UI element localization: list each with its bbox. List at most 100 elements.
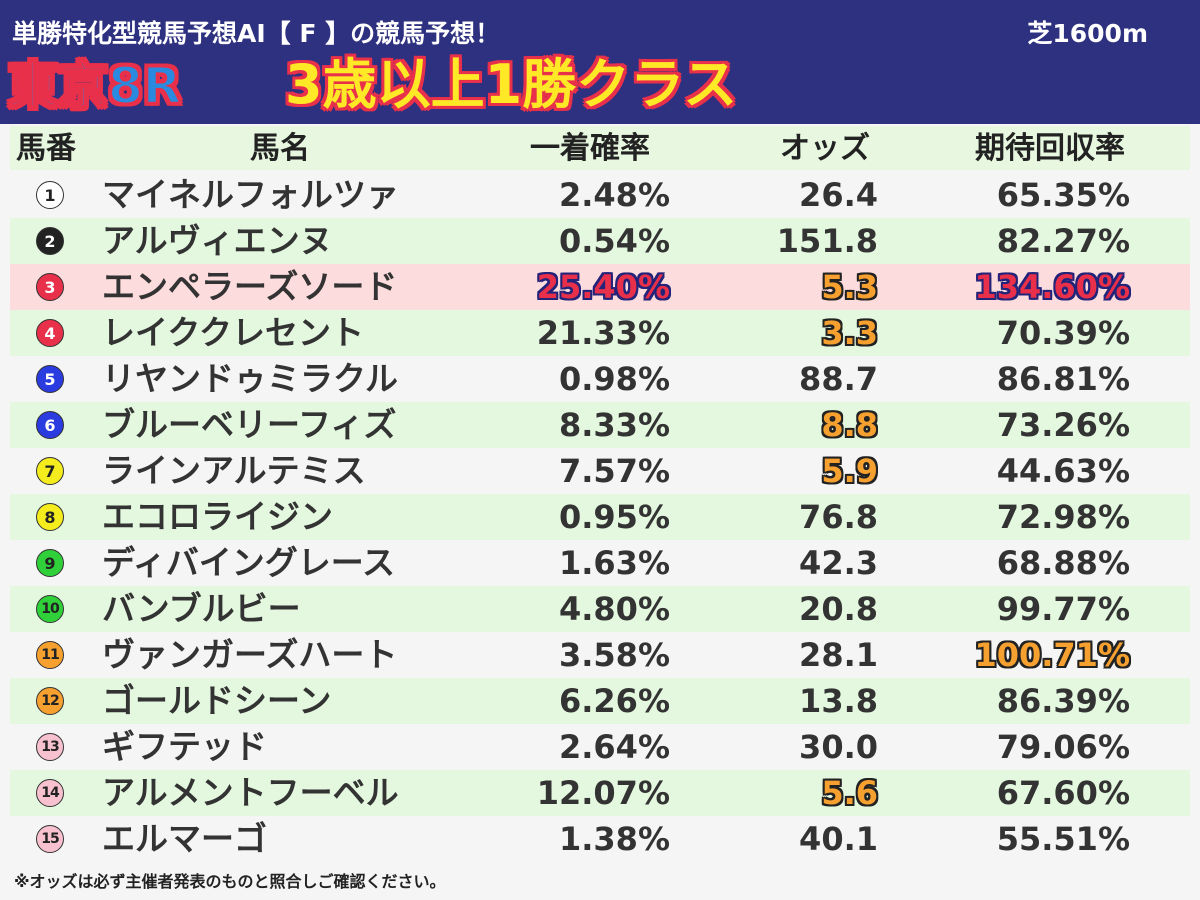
- odds: 40.1: [799, 820, 878, 858]
- horse-name: アルメントフーベル: [102, 773, 399, 812]
- horse-name: ギフテッド: [102, 727, 267, 766]
- table-row: 12 ゴールドシーン 6.26% 13.8 86.39%: [10, 678, 1190, 724]
- win-rate: 0.95%: [558, 498, 670, 536]
- horse-name: エルマーゴ: [102, 819, 267, 858]
- horse-number-badge: 5: [36, 365, 64, 393]
- header-banner: 単勝特化型競馬予想AI【 F 】の競馬予想！ 芝1600m 東京8R 3歳以上1…: [0, 0, 1200, 124]
- odds: 3.3: [821, 314, 878, 352]
- horse-number-badge: 1: [36, 181, 64, 209]
- odds: 42.3: [799, 544, 878, 582]
- horse-number-badge: 13: [36, 733, 64, 761]
- odds-disclaimer: ※オッズは必ず主催者発表のものと照合しご確認ください。: [14, 872, 446, 891]
- column-header-name: 馬名: [250, 131, 310, 166]
- horse-number-badge: 10: [36, 595, 64, 623]
- table-row: 3 エンペラーズソード 25.40% 5.3 134.60%: [10, 264, 1190, 310]
- horse-name: ブルーベリーフィズ: [102, 405, 397, 444]
- horse-name: ディバイングレース: [102, 543, 396, 582]
- horse-number-badge: 8: [36, 503, 64, 531]
- horse-name: アルヴィエンヌ: [102, 221, 333, 260]
- win-rate: 6.26%: [558, 682, 670, 720]
- odds: 20.8: [799, 590, 878, 628]
- odds: 28.1: [799, 636, 878, 674]
- table-row: 14 アルメントフーベル 12.07% 5.6 67.60%: [10, 770, 1190, 816]
- track-surface-distance: 芝1600m: [1027, 19, 1148, 48]
- win-rate: 0.98%: [558, 360, 670, 398]
- odds: 88.7: [799, 360, 878, 398]
- horse-name: エンペラーズソード: [102, 267, 398, 306]
- column-header-number: 馬番: [16, 131, 76, 166]
- odds: 13.8: [799, 682, 878, 720]
- table-row: 11 ヴァンガーズハート 3.58% 28.1 100.71%: [10, 632, 1190, 678]
- win-rate: 8.33%: [558, 406, 670, 444]
- horse-number-badge: 6: [36, 411, 64, 439]
- horse-number-badge: 3: [36, 273, 64, 301]
- subtitle: 単勝特化型競馬予想AI【 F 】の競馬予想！: [12, 19, 501, 48]
- expected-return: 70.39%: [996, 314, 1130, 352]
- horse-number-badge: 12: [36, 687, 64, 715]
- expected-return: 79.06%: [996, 728, 1130, 766]
- column-header-win-rate: 一着確率: [530, 131, 650, 166]
- expected-return: 44.63%: [996, 452, 1130, 490]
- horse-name: レイククレセント: [102, 313, 365, 352]
- odds: 5.9: [821, 452, 878, 490]
- expected-return: 55.51%: [996, 820, 1130, 858]
- horse-name: エコロライジン: [102, 497, 333, 536]
- expected-return: 68.88%: [996, 544, 1130, 582]
- table-row: 2 アルヴィエンヌ 0.54% 151.8 82.27%: [10, 218, 1190, 264]
- win-rate: 2.48%: [558, 176, 670, 214]
- horse-table: 1 マイネルフォルツァ 2.48% 26.4 65.35% 2 アルヴィエンヌ …: [10, 172, 1190, 862]
- horse-name: マイネルフォルツァ: [102, 175, 399, 214]
- table-row: 6 ブルーベリーフィズ 8.33% 8.8 73.26%: [10, 402, 1190, 448]
- horse-number-badge: 7: [36, 457, 64, 485]
- odds: 30.0: [799, 728, 878, 766]
- odds: 151.8: [776, 222, 878, 260]
- column-header-odds: オッズ: [780, 131, 870, 166]
- table-row: 5 リヤンドゥミラクル 0.98% 88.7 86.81%: [10, 356, 1190, 402]
- win-rate: 3.58%: [558, 636, 670, 674]
- table-row: 9 ディバイングレース 1.63% 42.3 68.88%: [10, 540, 1190, 586]
- horse-name: ラインアルテミス: [102, 451, 366, 490]
- win-rate: 7.57%: [558, 452, 670, 490]
- table-row: 7 ラインアルテミス 7.57% 5.9 44.63%: [10, 448, 1190, 494]
- horse-name: ヴァンガーズハート: [102, 635, 398, 674]
- win-rate: 1.38%: [558, 820, 670, 858]
- win-rate: 25.40%: [536, 268, 670, 306]
- horse-name: リヤンドゥミラクル: [102, 359, 399, 398]
- expected-return: 99.77%: [996, 590, 1130, 628]
- expected-return: 134.60%: [974, 268, 1130, 306]
- race-name: 東京8R: [7, 56, 182, 116]
- expected-return: 86.81%: [996, 360, 1130, 398]
- win-rate: 2.64%: [558, 728, 670, 766]
- expected-return: 65.35%: [996, 176, 1130, 214]
- expected-return: 72.98%: [996, 498, 1130, 536]
- table-row: 10 バンブルビー 4.80% 20.8 99.77%: [10, 586, 1190, 632]
- win-rate: 21.33%: [536, 314, 670, 352]
- horse-name: ゴールドシーン: [102, 681, 332, 720]
- horse-number-badge: 9: [36, 549, 64, 577]
- table-row: 1 マイネルフォルツァ 2.48% 26.4 65.35%: [10, 172, 1190, 218]
- expected-return: 67.60%: [996, 774, 1130, 812]
- table-row: 13 ギフテッド 2.64% 30.0 79.06%: [10, 724, 1190, 770]
- horse-number-badge: 4: [36, 319, 64, 347]
- expected-return: 86.39%: [996, 682, 1130, 720]
- expected-return: 100.71%: [974, 636, 1130, 674]
- win-rate: 4.80%: [558, 590, 670, 628]
- table-row: 15 エルマーゴ 1.38% 40.1 55.51%: [10, 816, 1190, 862]
- win-rate: 12.07%: [536, 774, 670, 812]
- odds: 26.4: [799, 176, 878, 214]
- odds: 5.3: [821, 268, 878, 306]
- odds: 5.6: [821, 774, 878, 812]
- horse-name: バンブルビー: [102, 589, 301, 628]
- column-header-roi: 期待回収率: [975, 131, 1125, 166]
- table-row: 4 レイククレセント 21.33% 3.3 70.39%: [10, 310, 1190, 356]
- race-class: 3歳以上1勝クラス: [285, 53, 738, 116]
- expected-return: 82.27%: [996, 222, 1130, 260]
- horse-number-badge: 15: [36, 825, 64, 853]
- odds: 76.8: [799, 498, 878, 536]
- horse-number-badge: 14: [36, 779, 64, 807]
- expected-return: 73.26%: [996, 406, 1130, 444]
- horse-number-badge: 2: [36, 227, 64, 255]
- table-header: 馬番 馬名 一着確率 オッズ 期待回収率: [10, 126, 1190, 170]
- table-row: 8 エコロライジン 0.95% 76.8 72.98%: [10, 494, 1190, 540]
- win-rate: 1.63%: [558, 544, 670, 582]
